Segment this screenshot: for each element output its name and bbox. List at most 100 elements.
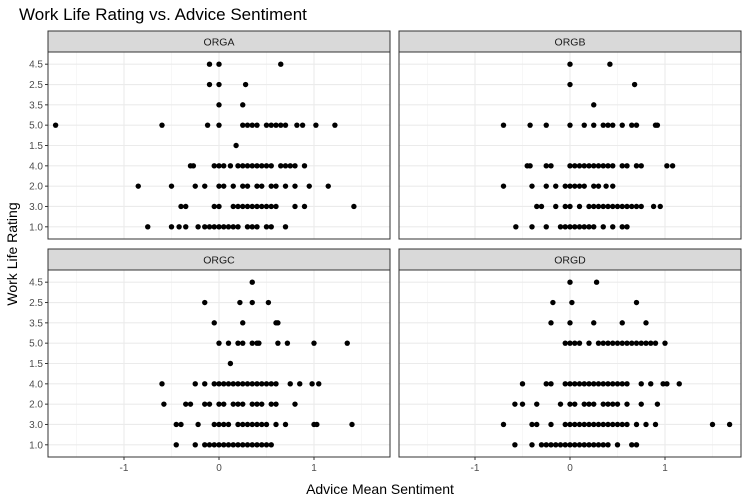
data-point [600,224,606,230]
data-point [624,224,630,230]
data-point [351,203,357,210]
data-point [572,224,578,230]
data-point [610,122,616,128]
facet-orgc: ORGC 1.0 3.0 2.0 4.0 1.5 5.0 3.5 2.5 4.5 -1 0 1 [29,248,391,474]
data-point [195,421,201,428]
data-point [562,203,568,210]
data-point [273,183,279,189]
data-point [709,421,716,428]
data-point [567,81,573,88]
data-point [273,122,279,128]
data-point [282,183,289,189]
data-point [633,122,640,128]
data-point [249,381,255,387]
data-point [595,163,602,169]
y-tick-label: 4.5 [29,278,43,289]
data-point [230,442,236,448]
data-point [619,381,625,387]
data-point [652,421,659,428]
data-point [567,203,573,210]
y-tick-label: 4.0 [29,379,43,390]
data-point [607,61,613,67]
data-point [654,401,661,407]
data-point [548,163,554,169]
data-point [629,122,635,128]
y-tick-label: 2.5 [29,298,43,309]
data-point [548,421,554,428]
data-point [240,381,246,387]
data-point [227,360,234,367]
data-point [230,183,236,189]
data-point [543,122,549,128]
data-point [249,224,255,230]
data-point [206,401,213,407]
data-point [638,163,644,169]
data-point [254,401,260,407]
data-point [624,401,630,407]
data-point [553,183,559,189]
data-point [192,183,198,189]
data-point [581,224,587,230]
data-point [591,203,597,210]
data-point [240,163,246,169]
data-point [512,401,518,407]
data-point [581,163,587,169]
data-point [569,299,575,306]
data-point [211,163,217,169]
data-point [619,421,625,428]
data-point [591,320,597,326]
data-point [586,421,592,428]
data-point [268,122,274,128]
data-point [543,381,549,387]
data-point [278,61,284,67]
data-point [244,224,251,230]
data-point [643,340,649,346]
data-point [633,340,640,346]
data-point [161,401,167,407]
data-point [586,224,592,230]
data-point [235,163,241,169]
data-point [529,421,535,428]
y-tick-label: 3.0 [29,420,43,431]
data-point [576,381,583,387]
data-point [619,203,625,210]
data-point [240,203,246,210]
data-point [538,442,545,448]
data-point [254,442,260,448]
data-point [299,122,306,128]
data-point [610,401,616,407]
data-point [519,381,526,387]
data-point [513,224,519,230]
data-point [550,299,556,306]
data-point [591,401,597,407]
data-point [629,442,635,448]
data-point [572,163,578,169]
y-tick-label: 1.0 [29,440,43,451]
data-point [159,381,165,387]
data-point [557,442,564,448]
y-tick-label: 1.5 [29,141,43,152]
data-point [567,442,573,448]
data-point [614,442,621,448]
data-point [581,401,587,407]
data-point [287,163,293,169]
data-point [648,340,654,346]
data-point [638,381,644,387]
data-point [605,203,611,210]
data-point [610,340,616,346]
data-point [595,203,602,210]
data-point [202,381,208,387]
data-point [614,203,621,210]
data-point [183,401,189,407]
data-point [263,203,270,210]
data-point [325,183,331,189]
data-point [206,81,213,88]
data-point [591,102,597,108]
data-point [254,224,260,230]
data-point [629,340,635,346]
data-point [662,340,668,346]
data-point [268,381,274,387]
data-point [254,203,260,210]
data-point [221,421,227,428]
data-point [240,442,246,448]
